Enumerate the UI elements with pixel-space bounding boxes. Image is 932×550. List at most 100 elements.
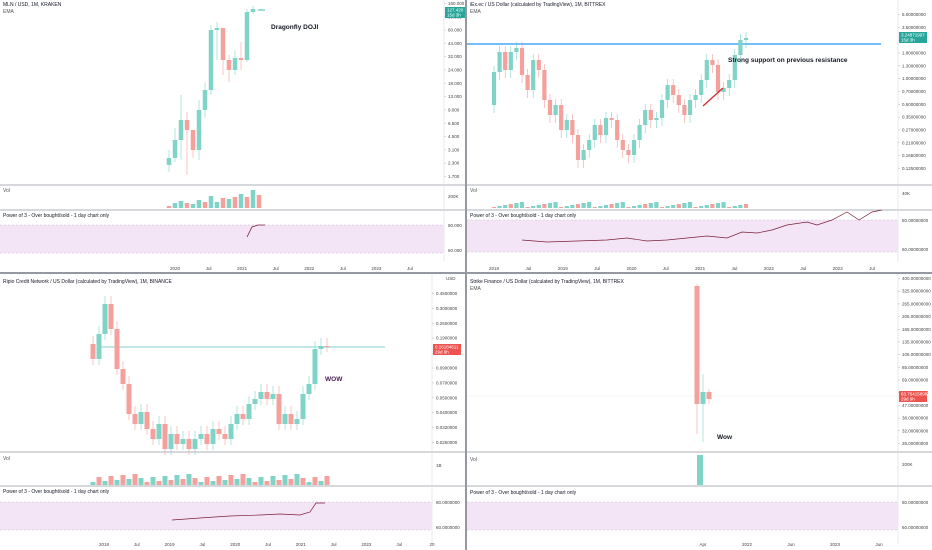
y-axis-label: 400.00000000 [902, 276, 931, 281]
x-axis-label: Jun [787, 542, 795, 547]
panel-title: MLN / USD, 1M, KRAKEN [3, 2, 62, 8]
stf-chart-canvas[interactable]: 400.00000000 325.00000000 265.00000000 205.… [467, 274, 932, 550]
panel-divider-vertical[interactable] [465, 0, 467, 550]
volume-bar [559, 207, 564, 208]
volume-bar [300, 478, 306, 485]
volume-bar [615, 203, 620, 208]
y-axis-label: 69.00000000 [902, 378, 929, 383]
volume-bar [564, 206, 569, 208]
candle-body [564, 120, 569, 130]
x-axis-label: 2019 [165, 542, 176, 547]
volume-bar [198, 482, 204, 485]
x-axis-label: Jul [206, 266, 212, 271]
candle-body [531, 60, 536, 90]
volume-bar [132, 474, 138, 485]
candle-body [536, 60, 541, 70]
rpl-chart-canvas[interactable]: 0.45000000.30000000.25000000.19000000.12… [0, 274, 465, 550]
x-axis-label: 2022 [304, 266, 315, 271]
volume-bar [654, 202, 659, 208]
mln-chart-canvas[interactable]: 160.000 80.000 60.000 44.000 32.000 24.000 18.… [0, 0, 465, 272]
volume-bar [246, 478, 252, 485]
volume-bar [603, 205, 609, 208]
y-axis-label: 9.000 [448, 107, 460, 112]
x-axis-label: 2020 [170, 266, 181, 271]
candle-body [264, 392, 270, 399]
annotation-text: Strong support on previous resistance [728, 57, 848, 64]
vol-axis-label: 200K [902, 462, 913, 467]
volume-bar [547, 203, 553, 208]
y-axis-label: 13.000 [448, 94, 462, 99]
ema-label: EMA [3, 9, 14, 15]
y-axis-label: 325.00000000 [902, 289, 931, 294]
volume-bar [288, 479, 294, 485]
volume-bar [553, 202, 558, 208]
volume-bar [525, 207, 530, 208]
candle-body [138, 412, 144, 424]
candle-body [144, 412, 150, 429]
candle-body [294, 419, 300, 424]
rsi-band [467, 220, 898, 252]
panel-title: Ripio Credit Network / US Dollar (calcul… [3, 279, 172, 285]
candle-body [172, 140, 178, 158]
volume-bar [180, 479, 186, 485]
x-axis-label: 2021 [237, 266, 248, 271]
volume-bar [704, 205, 709, 208]
candle-body [120, 369, 126, 384]
vol-label: Vol [470, 188, 477, 194]
candle-body [216, 429, 222, 434]
chart-panel-iex[interactable]: 5.000000003.500000002.500000001.80000000… [467, 0, 932, 272]
y-axis-label: 0.4500000 [436, 291, 458, 296]
volume-bar [234, 479, 240, 485]
candle-body [491, 72, 497, 105]
y-axis-label: 0.70000000 [902, 89, 926, 94]
candle-body [246, 404, 252, 419]
candle-body [102, 304, 108, 334]
candle-body [559, 105, 564, 130]
ema-label: EMA [470, 286, 481, 292]
candle-body [615, 120, 620, 140]
x-axis-label: 2020 [626, 266, 637, 271]
y-axis-label: 6.500 [448, 121, 460, 126]
price-tag-value: 127.420 [447, 8, 464, 13]
volume-bar [258, 477, 264, 485]
panel-divider-horizontal[interactable] [0, 272, 932, 274]
y-axis-label: 38.00000000 [902, 416, 929, 421]
candle-body [715, 65, 721, 92]
rsi-axis-label: 80.0000000 [436, 500, 460, 505]
volume-bar [721, 202, 726, 208]
volume-bar [637, 205, 642, 208]
price-tag-value: 0.16184611 [435, 345, 459, 350]
candle-body [132, 414, 138, 424]
candle-body [204, 434, 210, 444]
volume-bar [244, 197, 250, 208]
x-axis-label: Jul [273, 266, 279, 271]
iex-chart-canvas[interactable]: 5.000000003.500000002.500000001.80000000… [467, 0, 932, 272]
rsi-axis-label: 60.0000000 [436, 525, 460, 530]
chart-panel-stf[interactable]: 400.00000000 325.00000000 265.00000000 205.… [467, 274, 932, 550]
candle-body [575, 135, 581, 160]
volume-bar [531, 206, 536, 208]
candle-body [637, 125, 642, 140]
candle-body [226, 60, 232, 70]
candle-body [514, 48, 519, 52]
volume-bar [732, 206, 737, 208]
candle-body [90, 344, 96, 359]
x-axis-label: Jul [663, 266, 669, 271]
y-axis-label: 4.500 [448, 134, 460, 139]
candle-body [126, 384, 132, 414]
volume-bar [306, 482, 312, 485]
chart-panel-mln[interactable]: 160.000 80.000 60.000 44.000 32.000 24.000 18.… [0, 0, 465, 272]
volume-bar [102, 481, 108, 485]
volume-bar [162, 476, 168, 485]
volume-bar [138, 478, 144, 485]
annotation-text: Dragonfly DOJI [271, 24, 319, 31]
candle-body [727, 80, 732, 88]
y-axis-label: 1.30000000 [902, 63, 926, 68]
chart-panel-rpl[interactable]: 0.45000000.30000000.25000000.19000000.12… [0, 274, 465, 550]
x-axis-label: Jul [265, 542, 271, 547]
candle-body [738, 40, 743, 55]
candle-body [288, 414, 294, 424]
rsi-axis-label: 80.000 [448, 223, 462, 228]
volume-bar [190, 204, 196, 208]
candle-body [214, 28, 220, 30]
